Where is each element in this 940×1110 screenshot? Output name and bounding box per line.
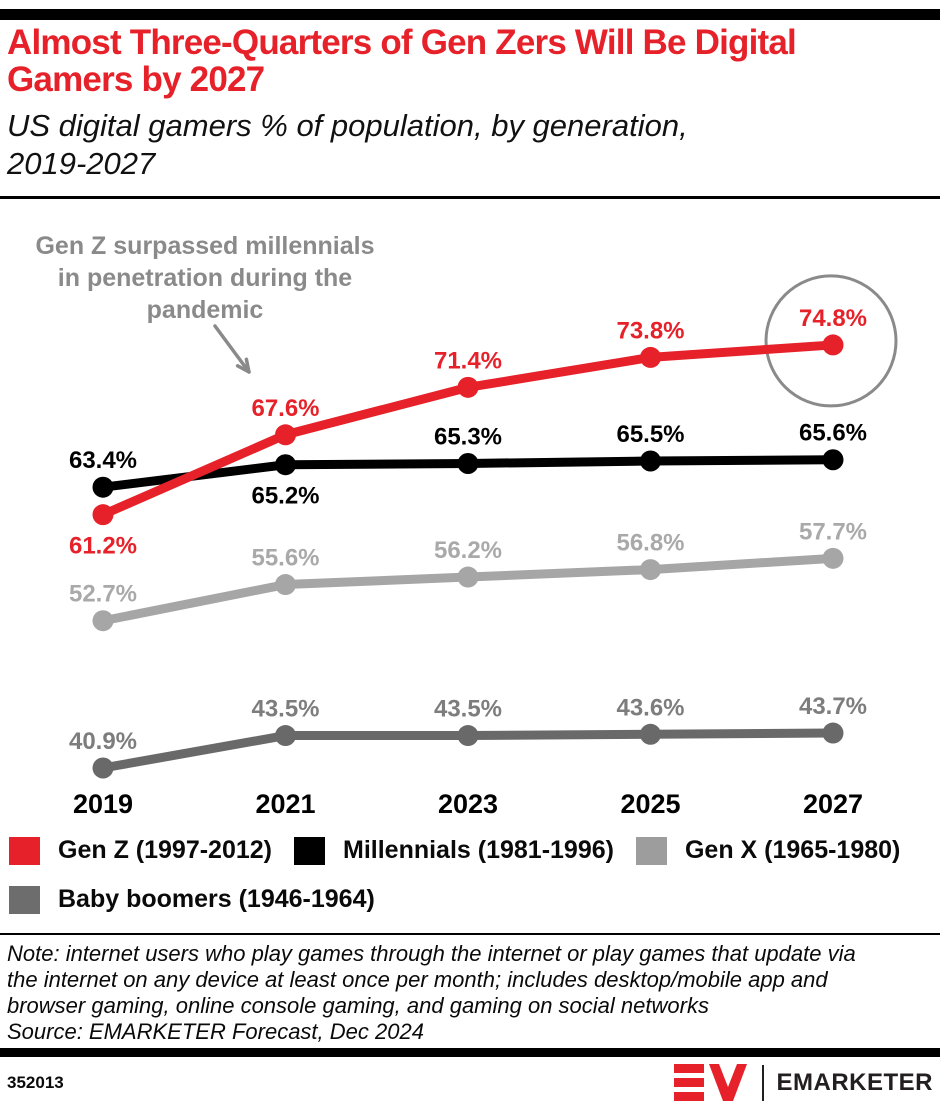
- data-point: [822, 547, 844, 569]
- data-point: [275, 424, 296, 446]
- data-point: [275, 725, 296, 747]
- data-label: 55.6%: [251, 545, 319, 572]
- x-axis-label: 2019: [73, 789, 133, 819]
- data-label: 57.7%: [799, 518, 867, 545]
- data-point: [640, 450, 661, 472]
- legend-item-label: Gen X (1965-1980): [684, 836, 901, 864]
- data-label: 65.5%: [616, 421, 684, 448]
- data-label: 43.5%: [251, 696, 319, 723]
- x-axis-label: 2025: [620, 789, 680, 819]
- data-point: [92, 476, 114, 498]
- legend-divider: [0, 933, 940, 935]
- data-label: 43.7%: [799, 693, 867, 720]
- data-label: 61.2%: [69, 533, 137, 560]
- data-label: 65.3%: [434, 423, 502, 450]
- annotation-arrowhead-icon: [235, 357, 251, 374]
- data-label: 56.2%: [434, 537, 502, 564]
- data-point: [275, 574, 296, 596]
- annotation-arrow-icon: [213, 324, 251, 374]
- emarketer-logo-mark-icon: [674, 1064, 748, 1101]
- bottom-rule: [0, 1048, 940, 1057]
- line-chart: Gen Z surpassed millennials in penetratio…: [35, 232, 898, 819]
- highlight-circle: [764, 274, 898, 408]
- top-rule: [0, 9, 940, 20]
- data-point: [457, 725, 479, 747]
- legend-item-gen-x: Gen X (1965-1980): [635, 836, 901, 865]
- data-label: 74.8%: [799, 305, 867, 332]
- footnote-block: Note: internet users who play games thro…: [7, 941, 867, 1045]
- data-point: [822, 334, 844, 356]
- legend-item-gen-z: Gen Z (1997-2012): [9, 836, 272, 865]
- data-label: 65.6%: [799, 420, 867, 447]
- annotation-text: pandemic: [147, 296, 264, 324]
- data-point: [275, 454, 296, 476]
- data-label: 73.8%: [616, 317, 684, 344]
- gen-x-swatch-icon: [635, 836, 667, 865]
- legend-item-baby-boomers: Baby boomers (1946-1964): [9, 885, 375, 914]
- x-axis-label: 2027: [803, 789, 863, 819]
- footer: 352013 EMARKETER: [7, 1060, 933, 1106]
- data-label: 65.2%: [251, 483, 319, 510]
- data-label: 67.6%: [251, 395, 319, 422]
- gen-z-swatch-icon: [9, 836, 40, 865]
- millennials-swatch-icon: [294, 836, 325, 865]
- data-label: 40.9%: [69, 728, 137, 755]
- legend-item-millennials: Millennials (1981-1996): [294, 836, 614, 865]
- data-point: [457, 566, 479, 588]
- logo-divider: [762, 1065, 765, 1101]
- annotation-text: in penetration during the: [58, 264, 353, 292]
- header-divider: [0, 196, 940, 199]
- data-label: 43.6%: [616, 694, 684, 721]
- data-point: [457, 376, 479, 398]
- data-point: [92, 610, 114, 632]
- data-label: 71.4%: [434, 347, 502, 374]
- data-label: 43.5%: [434, 696, 502, 723]
- data-point: [822, 722, 844, 744]
- baby-boomers-swatch-icon: [9, 885, 40, 914]
- legend-item-label: Gen Z (1997-2012): [58, 836, 272, 864]
- data-point: [92, 504, 114, 526]
- legend-row: Gen Z (1997-2012) Millennials (1981-1996…: [9, 836, 935, 865]
- data-label: 63.4%: [69, 447, 137, 474]
- data-point: [457, 452, 479, 474]
- data-label: 52.7%: [69, 581, 137, 608]
- source-text: Source: EMARKETER Forecast, Dec 2024: [7, 1019, 424, 1044]
- x-axis-label: 2023: [438, 789, 498, 819]
- chart-legend: Gen Z (1997-2012) Millennials (1981-1996…: [9, 836, 935, 914]
- emarketer-logo: EMARKETER: [674, 1061, 933, 1105]
- data-label: 56.8%: [616, 530, 684, 557]
- legend-item-label: Millennials (1981-1996): [343, 836, 614, 864]
- brand-name: EMARKETER: [776, 1069, 933, 1096]
- legend-item-label: Baby boomers (1946-1964): [58, 885, 375, 913]
- data-point: [640, 559, 661, 581]
- page-title: Almost Three-Quarters of Gen Zers Will B…: [7, 23, 797, 99]
- chart-area: Gen Z surpassed millennials in penetratio…: [0, 200, 940, 820]
- data-point: [822, 449, 844, 471]
- chart-id: 352013: [7, 1073, 64, 1092]
- data-point: [92, 757, 114, 779]
- data-point: [640, 346, 661, 368]
- note-text: Note: internet users who play games thro…: [7, 941, 856, 1018]
- x-axis-label: 2021: [255, 789, 315, 819]
- page-subtitle: US digital gamers % of population, by ge…: [7, 108, 688, 181]
- annotation-text: Gen Z surpassed millennials: [35, 232, 374, 260]
- legend-row: Baby boomers (1946-1964): [9, 885, 935, 914]
- data-point: [640, 723, 661, 745]
